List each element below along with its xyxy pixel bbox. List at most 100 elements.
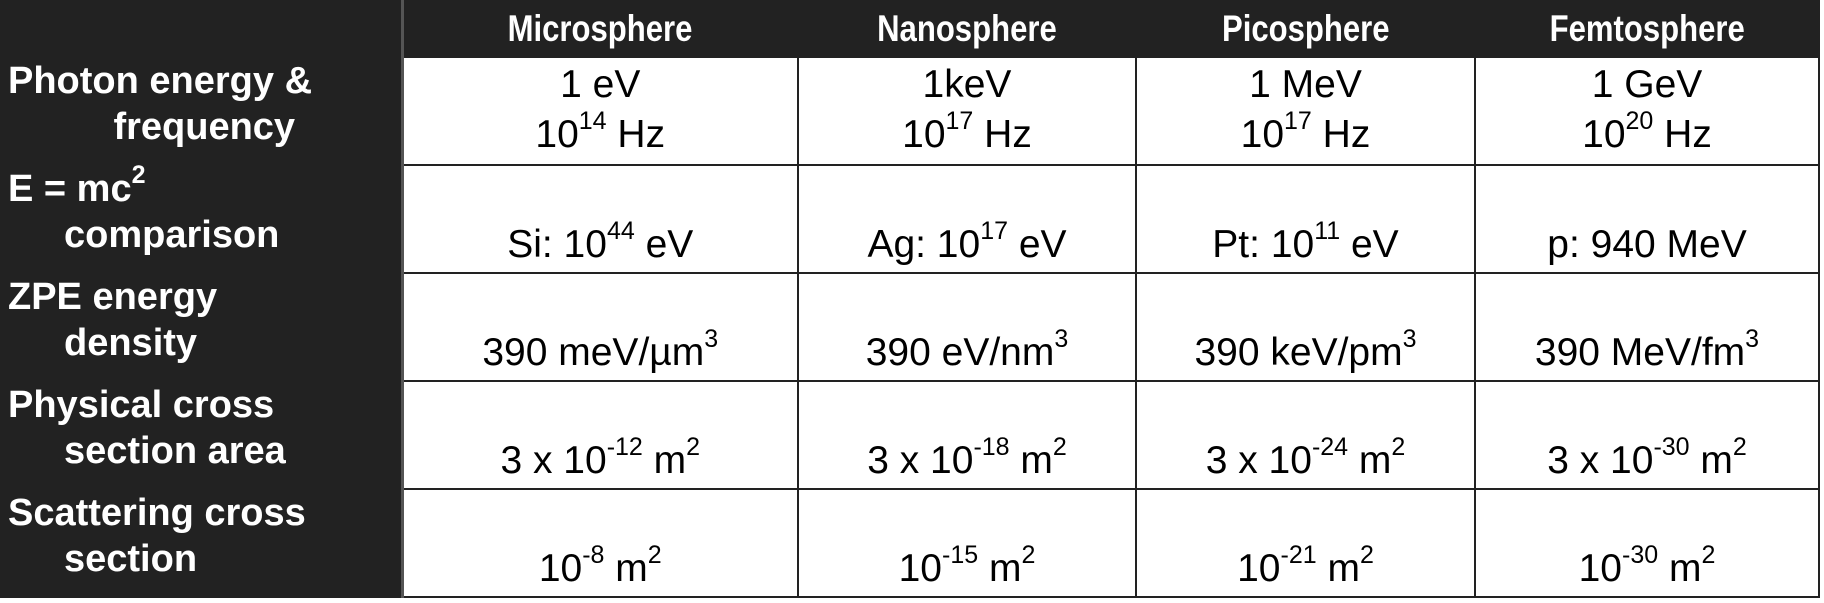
header-row: Microsphere Nanosphere Picosphere Femtosphe…	[0, 0, 1820, 58]
text: 1 eV	[560, 63, 641, 106]
superscript: 44	[606, 217, 635, 245]
value-line: 10-15 m2	[799, 541, 1135, 594]
superscript: 11	[1314, 217, 1341, 245]
value-cell: 390 keV/pm3	[1135, 272, 1476, 382]
value-line: Si: 1044 eV	[404, 217, 798, 270]
label-line: density	[64, 322, 198, 364]
text: 390 meV/µm	[482, 331, 705, 374]
value-cell: 1keV 1017 Hz	[797, 56, 1137, 166]
text: Hz	[973, 113, 1032, 156]
value-line: 10-30 m2	[1476, 541, 1818, 594]
superscript: -18	[973, 433, 1010, 461]
data-row: Physical cross section area 3 x 10-12 m2 3 …	[0, 380, 1820, 490]
superscript: -21	[1280, 541, 1317, 569]
value-cell: Si: 1044 eV	[401, 164, 799, 274]
value-line: 3 x 10-24 m2	[1137, 433, 1474, 486]
label-line: section area	[64, 430, 286, 472]
text: Hz	[606, 113, 666, 156]
value-cell: 10-21 m2	[1135, 488, 1476, 598]
text: m	[1689, 439, 1733, 482]
text: m	[1009, 439, 1053, 482]
value-cell: Pt: 1011 eV	[1135, 164, 1476, 274]
superscript: -12	[606, 433, 643, 461]
value-cell: 1 MeV 1017 Hz	[1135, 56, 1476, 166]
label-line: frequency	[113, 106, 296, 148]
value-cell: 3 x 10-12 m2	[401, 380, 799, 490]
text: 10	[898, 547, 942, 590]
text: 1 GeV	[1591, 63, 1703, 106]
superscript: 2	[686, 433, 701, 461]
value-line: 3 x 10-12 m2	[404, 433, 798, 486]
text: m	[1348, 439, 1392, 482]
text: 1 MeV	[1249, 63, 1362, 106]
value-line: 3 x 10-18 m2	[799, 433, 1135, 486]
value-line: 1 MeV	[1137, 60, 1474, 110]
superscript: -24	[1311, 433, 1349, 461]
superscript: 2	[1732, 433, 1747, 461]
value-cell: 390 eV/nm3	[797, 272, 1137, 382]
value-line: 3 x 10-30 m2	[1476, 433, 1818, 486]
value-line: 10-21 m2	[1137, 541, 1474, 594]
text: 3 x 10	[1205, 439, 1312, 482]
value-line: 1020 Hz	[1476, 109, 1818, 160]
text: 10	[1578, 547, 1622, 590]
value-cell: 10-15 m2	[797, 488, 1137, 598]
superscript: 3	[1745, 325, 1760, 353]
value-line: 390 eV/nm3	[799, 325, 1135, 378]
value-cell: 3 x 10-30 m2	[1474, 380, 1820, 490]
value-line: 1keV	[799, 60, 1135, 110]
value-cell: 1 GeV 1020 Hz	[1474, 56, 1820, 166]
text: m	[642, 439, 687, 482]
text: 10	[902, 113, 946, 156]
superscript: 2	[131, 161, 146, 190]
label-line: section	[64, 538, 198, 580]
header-text: Femtosphere	[1549, 8, 1745, 49]
value-cell: 10-30 m2	[1474, 488, 1820, 598]
text: m	[978, 547, 1022, 590]
text: 3 x 10	[867, 439, 974, 482]
label-line: Scattering cross	[8, 492, 306, 534]
text: 1keV	[922, 63, 1012, 106]
value-cell: 3 x 10-24 m2	[1135, 380, 1476, 490]
label-line: E = mc2	[8, 163, 401, 212]
row-label: ZPE energy density	[0, 272, 404, 382]
value-line: 1 GeV	[1476, 60, 1818, 110]
text: 10	[1240, 113, 1285, 156]
superscript: 2	[647, 541, 662, 569]
text: 10	[538, 547, 583, 590]
text: eV	[1340, 223, 1399, 266]
value-line: 390 MeV/fm3	[1476, 325, 1818, 378]
superscript: -30	[1622, 541, 1659, 569]
text: Hz	[1653, 113, 1712, 156]
column-header: Femtosphere	[1474, 0, 1820, 58]
superscript: -8	[582, 541, 605, 569]
value-cell: 390 meV/µm3	[401, 272, 799, 382]
label-line: comparison	[8, 212, 401, 258]
value-line: Pt: 1011 eV	[1137, 217, 1474, 270]
superscript: 2	[1359, 541, 1374, 569]
superscript: 3	[1054, 325, 1069, 353]
superscript: -15	[942, 541, 979, 569]
value-cell: p: 940 MeV	[1474, 164, 1820, 274]
text: 3 x 10	[1547, 439, 1654, 482]
text: 390 MeV/fm	[1534, 331, 1746, 374]
row-label: Physical cross section area	[0, 380, 404, 490]
header-text: Nanosphere	[877, 8, 1057, 49]
text: eV	[634, 223, 694, 266]
label-line: Photon energy &	[8, 60, 313, 102]
text: p: 940 MeV	[1547, 223, 1747, 266]
superscript: 17	[945, 107, 974, 135]
row-label: E = mc2 comparison	[0, 163, 404, 274]
text: Pt: 10	[1212, 223, 1315, 266]
value-cell: 3 x 10-18 m2	[797, 380, 1137, 490]
value-line: 10-8 m2	[404, 541, 798, 594]
text: 390 eV/nm	[865, 331, 1055, 374]
superscript: 2	[1701, 541, 1716, 569]
text: Si: 10	[507, 223, 607, 266]
row-label: Scattering cross section	[0, 488, 404, 598]
text: 10	[1237, 547, 1281, 590]
text: Hz	[1311, 113, 1371, 156]
data-row: Scattering cross section 10-8 m2 10-15 m2 10…	[0, 488, 1820, 598]
